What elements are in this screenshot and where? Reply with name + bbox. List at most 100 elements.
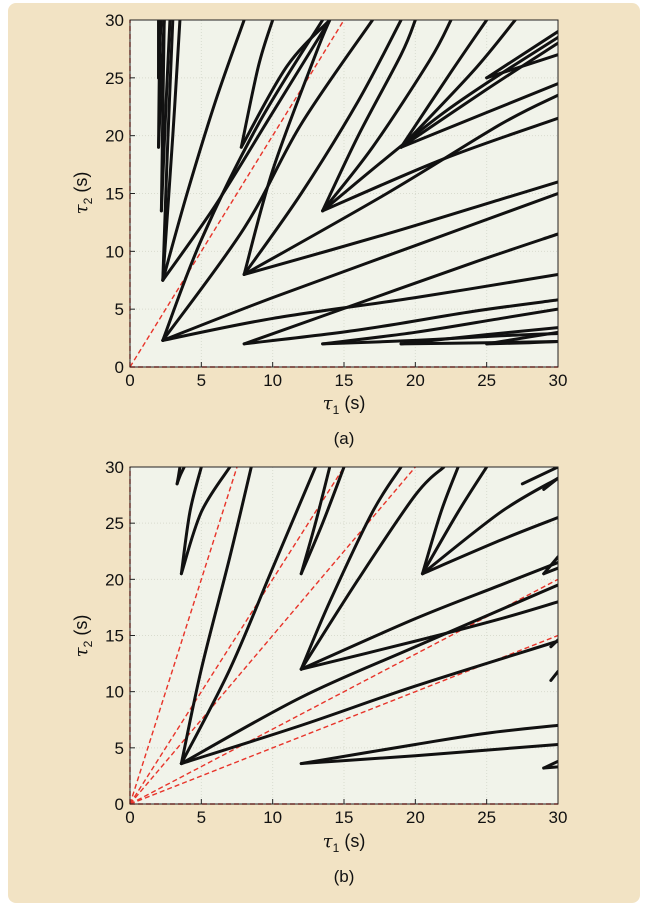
chart-a-y-tick-label: 20	[105, 127, 124, 146]
chart-a-y-tick-label: 5	[115, 300, 124, 319]
chart-b-curve	[420, 516, 558, 576]
chart-b-curves	[175, 467, 558, 770]
chart-a-curve	[399, 82, 558, 149]
chart-a-curve	[321, 307, 558, 346]
chart-a-dashed-line	[129, 19, 345, 368]
chart-a-curve	[239, 20, 275, 149]
chart-b-y-tick-label: 0	[115, 795, 124, 814]
chart-b-y-axis-label: τ2 (s)	[71, 615, 95, 658]
chart-b-x-axis-label: τ1 (s)	[323, 831, 366, 855]
chart-b-curve	[299, 467, 346, 576]
chart-a-x-tick-label: 20	[406, 371, 425, 390]
chart-a-curve	[485, 53, 558, 80]
chart-b-curve	[420, 476, 558, 576]
chart-a-curve	[242, 180, 558, 276]
chart-b-curve	[299, 467, 332, 576]
chart-b-curve	[299, 742, 558, 766]
chart-b-curve	[179, 467, 203, 576]
chart-b-caption: (b)	[334, 867, 355, 886]
chart-b-y-tick-label: 30	[105, 458, 124, 477]
chart-b-y-ticks: 0 5 10 15 20 25 30	[105, 458, 135, 814]
chart-a-caption: (a)	[334, 429, 355, 448]
chart-a-curve	[161, 20, 325, 342]
chart-b-x-tick-label: 30	[549, 808, 568, 827]
chart-b-curve	[179, 467, 232, 576]
chart-b-curve	[179, 639, 558, 766]
chart-b-curve	[299, 467, 403, 671]
chart-a-curve	[399, 20, 517, 149]
chart-b-curve	[542, 555, 558, 576]
chart-b-curve	[420, 467, 460, 576]
chart-a-curve	[161, 20, 332, 282]
chart-b-x-tick-label: 20	[406, 808, 425, 827]
chart-a-frame	[129, 19, 559, 368]
chart-b-curve	[299, 467, 446, 671]
chart-b-curve	[299, 723, 558, 766]
chart-b-x-tick-label: 5	[197, 808, 206, 827]
chart-b-curve	[175, 467, 182, 486]
chart-a-curve	[485, 30, 558, 80]
chart-b-dashed-line	[129, 466, 416, 805]
chart-a-curve	[161, 20, 175, 282]
chart-b-curve	[179, 583, 558, 766]
chart-a-curve	[242, 20, 332, 276]
chart-a-x-tick-label: 30	[549, 371, 568, 390]
chart-a-curves	[157, 20, 558, 346]
chart-b-dashed-line	[129, 466, 238, 805]
chart-b-curve	[299, 600, 558, 671]
chart-a-x-tick-label: 25	[477, 371, 496, 390]
chart-a-curve	[399, 41, 558, 149]
chart-b-curve	[542, 765, 558, 770]
chart-b-curve	[520, 467, 558, 486]
chart-b-curve	[179, 467, 253, 766]
chart-a-curve	[161, 192, 558, 342]
chart-b-curve	[542, 566, 558, 576]
chart-b-curve	[420, 467, 489, 576]
chart-b-curve	[299, 560, 558, 671]
chart-a-curve	[321, 20, 453, 213]
chart-b-y-tick-label: 10	[105, 683, 124, 702]
chart-a-curve	[485, 340, 558, 346]
chart-a-y-tick-label: 30	[105, 11, 124, 30]
chart-a-y-ticks: 0 5 10 15 20 25 30	[105, 11, 135, 377]
chart-a-y-tick-label: 0	[115, 358, 124, 377]
chart-a-curve	[242, 20, 403, 276]
chart-a-x-tick-label: 15	[335, 371, 354, 390]
chart-b-y-tick-label: 20	[105, 570, 124, 589]
chart-b-x-tick-label: 10	[263, 808, 282, 827]
chart-b-x-tick-label: 15	[335, 808, 354, 827]
chart-a-curve	[161, 20, 246, 282]
chart-a-x-axis-label: τ1 (s)	[323, 393, 366, 417]
chart-a-x-tick-label: 5	[197, 371, 206, 390]
chart-a-curve	[321, 35, 558, 213]
chart-a-curve	[161, 20, 375, 342]
chart-b-curve	[549, 669, 558, 682]
chart-b-curve	[179, 467, 317, 766]
chart-b-dashed-line	[129, 634, 559, 805]
chart-b-curve	[542, 476, 558, 491]
chart-a-curve	[399, 20, 489, 149]
chart-a-y-tick-label: 15	[105, 185, 124, 204]
chart-a-y-tick-label: 25	[105, 69, 124, 88]
chart-a-curve	[321, 116, 558, 213]
chart-b-frame	[129, 466, 559, 805]
chart-a-x-tick-label: 0	[125, 371, 134, 390]
chart-b-x-tick-label: 0	[125, 808, 134, 827]
chart-a-curve	[242, 298, 558, 346]
chart-a-curve	[239, 20, 332, 149]
chart-a-curve	[242, 232, 558, 346]
chart-a-curve	[321, 20, 417, 213]
chart-b-y-tick-label: 15	[105, 627, 124, 646]
chart-a-x-tick-label: 10	[263, 371, 282, 390]
chart-b-x-tick-label: 25	[477, 808, 496, 827]
chart-b-curve	[549, 638, 558, 649]
chart-a-curve	[242, 93, 558, 276]
chart-a-y-axis-label: τ2 (s)	[71, 172, 95, 215]
chart-b-dashed-line	[129, 466, 345, 805]
chart-b-y-tick-label: 5	[115, 739, 124, 758]
chart-b-y-tick-label: 25	[105, 514, 124, 533]
chart-a-curve	[399, 326, 558, 346]
